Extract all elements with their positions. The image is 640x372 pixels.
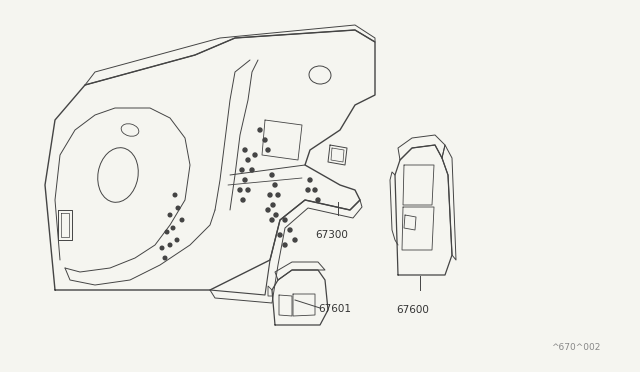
Circle shape (176, 206, 180, 210)
Circle shape (306, 188, 310, 192)
Circle shape (266, 208, 270, 212)
Circle shape (271, 203, 275, 207)
Circle shape (165, 230, 169, 234)
Text: 67600: 67600 (396, 305, 429, 315)
Circle shape (263, 138, 267, 142)
Circle shape (243, 148, 247, 152)
Circle shape (240, 168, 244, 172)
Circle shape (270, 218, 274, 222)
Circle shape (175, 238, 179, 242)
Circle shape (288, 228, 292, 232)
Circle shape (268, 193, 272, 197)
Circle shape (246, 158, 250, 162)
Circle shape (276, 193, 280, 197)
Circle shape (180, 218, 184, 222)
Circle shape (258, 128, 262, 132)
Circle shape (172, 226, 175, 230)
Circle shape (274, 213, 278, 217)
Circle shape (270, 173, 274, 177)
Circle shape (238, 188, 242, 192)
Circle shape (316, 198, 320, 202)
Circle shape (278, 233, 282, 237)
Circle shape (283, 243, 287, 247)
Circle shape (266, 148, 270, 152)
Circle shape (293, 238, 297, 242)
Circle shape (253, 153, 257, 157)
Text: ^670^002: ^670^002 (550, 343, 600, 352)
Text: 67300: 67300 (315, 230, 348, 240)
Circle shape (273, 183, 277, 187)
Circle shape (246, 188, 250, 192)
Circle shape (163, 256, 167, 260)
Circle shape (250, 168, 254, 172)
Circle shape (168, 243, 172, 247)
Circle shape (173, 193, 177, 197)
Circle shape (243, 178, 247, 182)
Text: 67601: 67601 (318, 304, 351, 314)
Circle shape (241, 198, 245, 202)
Circle shape (308, 178, 312, 182)
Circle shape (160, 246, 164, 250)
Circle shape (313, 188, 317, 192)
Circle shape (168, 213, 172, 217)
Circle shape (283, 218, 287, 222)
